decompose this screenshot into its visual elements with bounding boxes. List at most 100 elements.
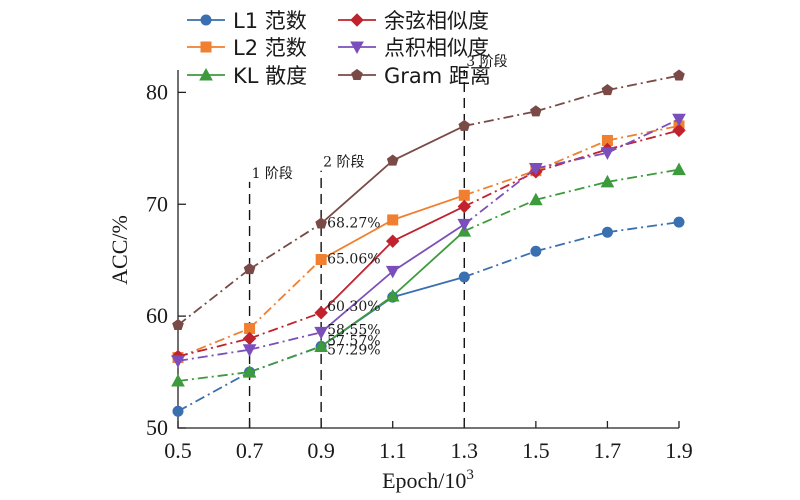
legend-item-点积相似度: 点积相似度: [338, 36, 489, 60]
data-point: [242, 365, 257, 378]
series-segment: [320, 240, 394, 314]
data-point: [529, 162, 543, 176]
value-annotation: 65.06%: [327, 252, 380, 268]
series-kl-散度: [171, 162, 686, 387]
data-point: [673, 69, 685, 81]
series-segment: [320, 219, 394, 261]
legend-marker: [350, 41, 364, 55]
series-segment: [392, 205, 465, 242]
series-segment: [177, 348, 250, 362]
y-tick-label: 60: [146, 303, 168, 328]
series-segment: [177, 327, 250, 359]
data-point: [171, 355, 185, 368]
legend-marker: [200, 14, 212, 26]
y-axis-ticks: 50 60 70 80: [146, 79, 186, 440]
series-layer: [171, 69, 686, 417]
x-tick-label: 1.1: [379, 438, 407, 463]
series-segment: [392, 276, 465, 298]
data-point: [387, 214, 399, 226]
value-annotation: 58.55%: [327, 322, 380, 338]
series-segment: [392, 230, 465, 297]
data-point: [172, 318, 184, 331]
data-point: [385, 288, 400, 302]
series-segment: [464, 110, 537, 127]
legend-item-gram-距离: Gram 距离: [338, 64, 491, 88]
data-annotations: 68.27% 65.06% 60.30% 58.55%57.57%57.29%: [327, 216, 380, 359]
legend-item-余弦相似度: 余弦相似度: [338, 9, 489, 33]
y-axis-title: ACC/%: [107, 215, 132, 285]
data-point: [458, 119, 471, 131]
data-point: [601, 226, 613, 238]
legend-label: L1 范数: [233, 9, 307, 33]
legend-item-l1-范数: L1 范数: [187, 9, 307, 33]
value-annotation: 68.27%: [327, 216, 380, 232]
series-segment: [320, 270, 394, 334]
series-segment: [535, 89, 608, 113]
series-segment: [248, 258, 322, 330]
data-point: [386, 234, 400, 248]
x-tick-label: 1.5: [522, 438, 550, 463]
data-point: [386, 154, 399, 166]
data-point: [457, 199, 471, 214]
series-segment: [607, 74, 680, 92]
series-segment: [607, 118, 680, 154]
legend-item-l2-范数: L2 范数: [187, 36, 307, 60]
series-segment: [249, 311, 322, 340]
legend-marker: [200, 41, 212, 53]
legend-label: Gram 距离: [384, 64, 491, 88]
series-segment: [249, 222, 322, 270]
stage-markers: 1 阶段 2 阶段 3 阶段: [248, 54, 508, 428]
series-segment: [177, 337, 250, 358]
data-point: [172, 405, 184, 417]
data-point: [530, 245, 542, 257]
x-tick-label: 0.7: [236, 438, 264, 463]
data-point: [171, 373, 185, 387]
series-segment: [535, 148, 608, 173]
x-tick-label: 1.3: [451, 438, 479, 463]
data-point: [672, 113, 686, 127]
series-segment: [392, 194, 465, 221]
legend-marker: [199, 67, 213, 81]
data-point: [673, 216, 685, 228]
series-segment: [177, 371, 251, 413]
series-segment: [463, 170, 537, 208]
x-axis-ticks: 0.5 0.7 0.9 1.1 1.3 1.5 1.7 1.9: [164, 421, 693, 463]
data-point: [458, 271, 470, 283]
data-point: [457, 218, 472, 232]
x-tick-label: 0.9: [307, 438, 335, 463]
series-segment: [607, 221, 680, 234]
legend-label: 余弦相似度: [384, 9, 489, 33]
data-point: [600, 174, 615, 188]
value-annotation: 57.57%: [327, 333, 380, 349]
value-annotation: 57.29%: [327, 342, 380, 358]
legend-label: L2 范数: [233, 36, 307, 60]
x-tick-label: 1.9: [665, 438, 693, 463]
series-segment: [249, 345, 322, 373]
data-point: [242, 344, 257, 357]
x-axis-title: Epoch/103: [382, 467, 474, 493]
stage-label: 3 阶段: [466, 54, 507, 70]
series-segment: [463, 167, 537, 226]
series-segment: [463, 169, 537, 197]
series-segment: [535, 231, 608, 253]
data-point: [672, 162, 686, 176]
y-tick-label: 70: [146, 191, 168, 216]
stage-label: 1 阶段: [252, 166, 293, 182]
series-segment: [463, 198, 537, 232]
series-segment: [463, 250, 537, 278]
data-point: [529, 192, 543, 206]
x-tick-label: 0.5: [164, 438, 192, 463]
data-point: [314, 306, 328, 320]
data-point: [601, 84, 614, 96]
x-tick-label: 1.7: [594, 438, 622, 463]
legend-item-kl-散度: KL 散度: [187, 64, 307, 88]
data-point: [385, 265, 400, 279]
data-point: [242, 331, 257, 346]
y-tick-label: 50: [146, 415, 168, 440]
series-segment: [607, 168, 680, 183]
series-segment: [535, 139, 608, 172]
stage-label: 2 阶段: [323, 155, 364, 171]
legend-label: 点积相似度: [384, 36, 489, 60]
data-point: [672, 123, 686, 138]
